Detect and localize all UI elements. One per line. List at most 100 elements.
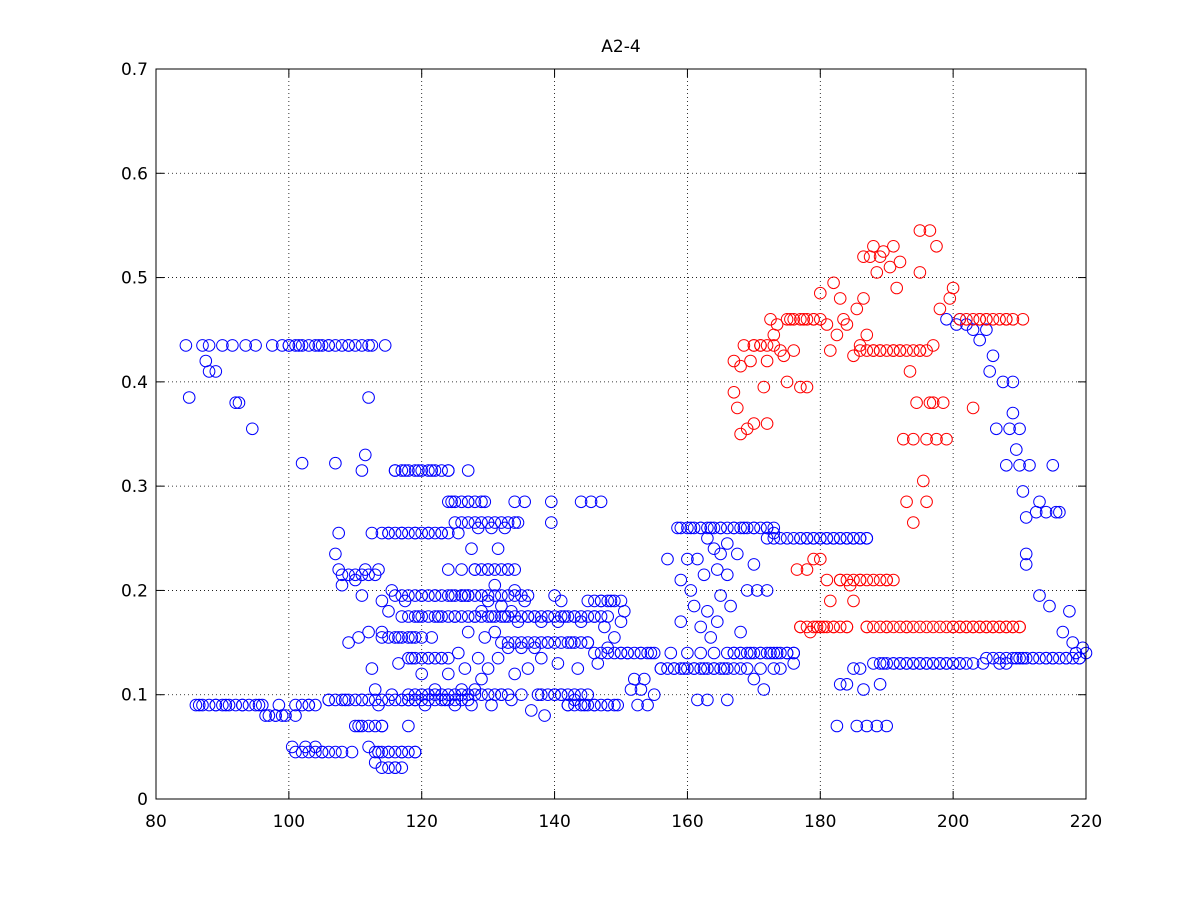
blue-marker — [342, 693, 355, 707]
red-marker — [770, 318, 784, 331]
blue-marker — [711, 615, 724, 629]
blue-marker — [408, 631, 422, 644]
chart-title: A2-4 — [601, 37, 640, 57]
blue-marker — [551, 657, 565, 670]
blue-marker — [508, 667, 522, 681]
red-marker — [936, 396, 950, 410]
blue-marker — [717, 662, 731, 675]
blue-marker — [558, 610, 571, 623]
y-tick-label: 0.3 — [121, 477, 148, 497]
blue-marker — [574, 698, 588, 712]
blue-marker — [697, 568, 711, 582]
blue-marker — [940, 657, 953, 670]
blue-marker — [475, 672, 488, 686]
red-marker — [820, 318, 834, 331]
blue-marker — [362, 625, 375, 639]
blue-marker — [448, 693, 462, 707]
blue-marker — [415, 610, 429, 623]
red-marker — [920, 620, 933, 634]
blue-marker — [475, 563, 488, 576]
blue-marker — [259, 709, 272, 722]
blue-marker — [412, 610, 425, 623]
red-marker — [986, 313, 1000, 326]
blue-marker — [528, 610, 541, 623]
blue-marker — [554, 594, 568, 608]
red-marker — [780, 313, 794, 326]
blue-marker — [408, 651, 422, 665]
blue-marker — [415, 667, 429, 681]
red-marker — [760, 339, 774, 352]
blue-marker — [694, 620, 708, 634]
blue-marker — [847, 532, 860, 545]
blue-marker — [402, 651, 415, 665]
blue-marker — [644, 646, 658, 660]
blue-marker — [873, 678, 887, 691]
blue-marker — [764, 646, 777, 660]
blue-marker — [601, 641, 615, 655]
blue-marker — [461, 464, 475, 477]
red-marker — [907, 620, 920, 634]
blue-marker — [468, 563, 482, 576]
blue-marker — [349, 339, 362, 352]
red-marker — [920, 495, 933, 509]
blue-marker — [601, 698, 615, 712]
blue-marker — [1016, 485, 1030, 498]
blue-marker — [1046, 459, 1060, 472]
blue-marker — [684, 584, 698, 597]
x-tick-labels: 80 100 120 140 160 180 200 220 — [145, 812, 1102, 832]
blue-marker — [996, 375, 1010, 389]
blue-marker — [518, 594, 532, 608]
blue-marker — [242, 698, 256, 712]
blue-marker — [860, 719, 874, 733]
red-marker — [1006, 620, 1020, 634]
blue-marker — [707, 662, 721, 675]
red-marker — [917, 474, 930, 488]
blue-marker — [774, 532, 787, 545]
red-marker — [920, 344, 933, 357]
red-marker — [900, 495, 913, 509]
red-marker — [777, 349, 791, 363]
blue-marker — [608, 698, 621, 712]
blue-marker — [1063, 605, 1076, 618]
blue-marker — [349, 693, 362, 707]
blue-marker — [339, 693, 352, 707]
blue-marker — [618, 605, 631, 618]
blue-marker — [870, 719, 884, 733]
blue-marker — [667, 662, 681, 675]
blue-marker — [246, 422, 259, 436]
blue-marker — [877, 657, 890, 670]
blue-marker — [551, 615, 565, 629]
blue-marker — [840, 678, 854, 691]
blue-marker — [442, 589, 455, 602]
blue-marker — [714, 547, 727, 561]
red-marker — [820, 620, 834, 634]
red-marker — [827, 620, 840, 634]
red-marker — [737, 339, 751, 352]
red-marker — [966, 313, 980, 326]
blue-marker — [442, 693, 455, 707]
red-marker — [790, 563, 804, 576]
blue-marker — [734, 625, 747, 639]
blue-marker — [435, 526, 448, 540]
blue-marker — [598, 620, 611, 634]
blue-marker — [687, 521, 701, 535]
blue-marker — [920, 657, 933, 670]
blue-marker — [661, 552, 674, 566]
blue-marker — [707, 521, 721, 535]
blue-marker — [189, 698, 203, 712]
red-marker — [973, 313, 987, 326]
blue-marker — [491, 542, 505, 556]
blue-marker — [578, 698, 591, 712]
blue-marker — [561, 688, 575, 702]
red-marker — [973, 620, 987, 634]
blue-marker — [754, 646, 767, 660]
blue-marker — [515, 688, 528, 702]
red-marker — [797, 313, 811, 326]
blue-marker — [647, 688, 661, 702]
blue-marker — [694, 521, 708, 535]
blue-marker — [292, 339, 306, 352]
blue-marker — [508, 516, 522, 529]
blue-marker — [614, 646, 628, 660]
blue-marker — [847, 662, 860, 675]
blue-marker — [229, 396, 242, 410]
